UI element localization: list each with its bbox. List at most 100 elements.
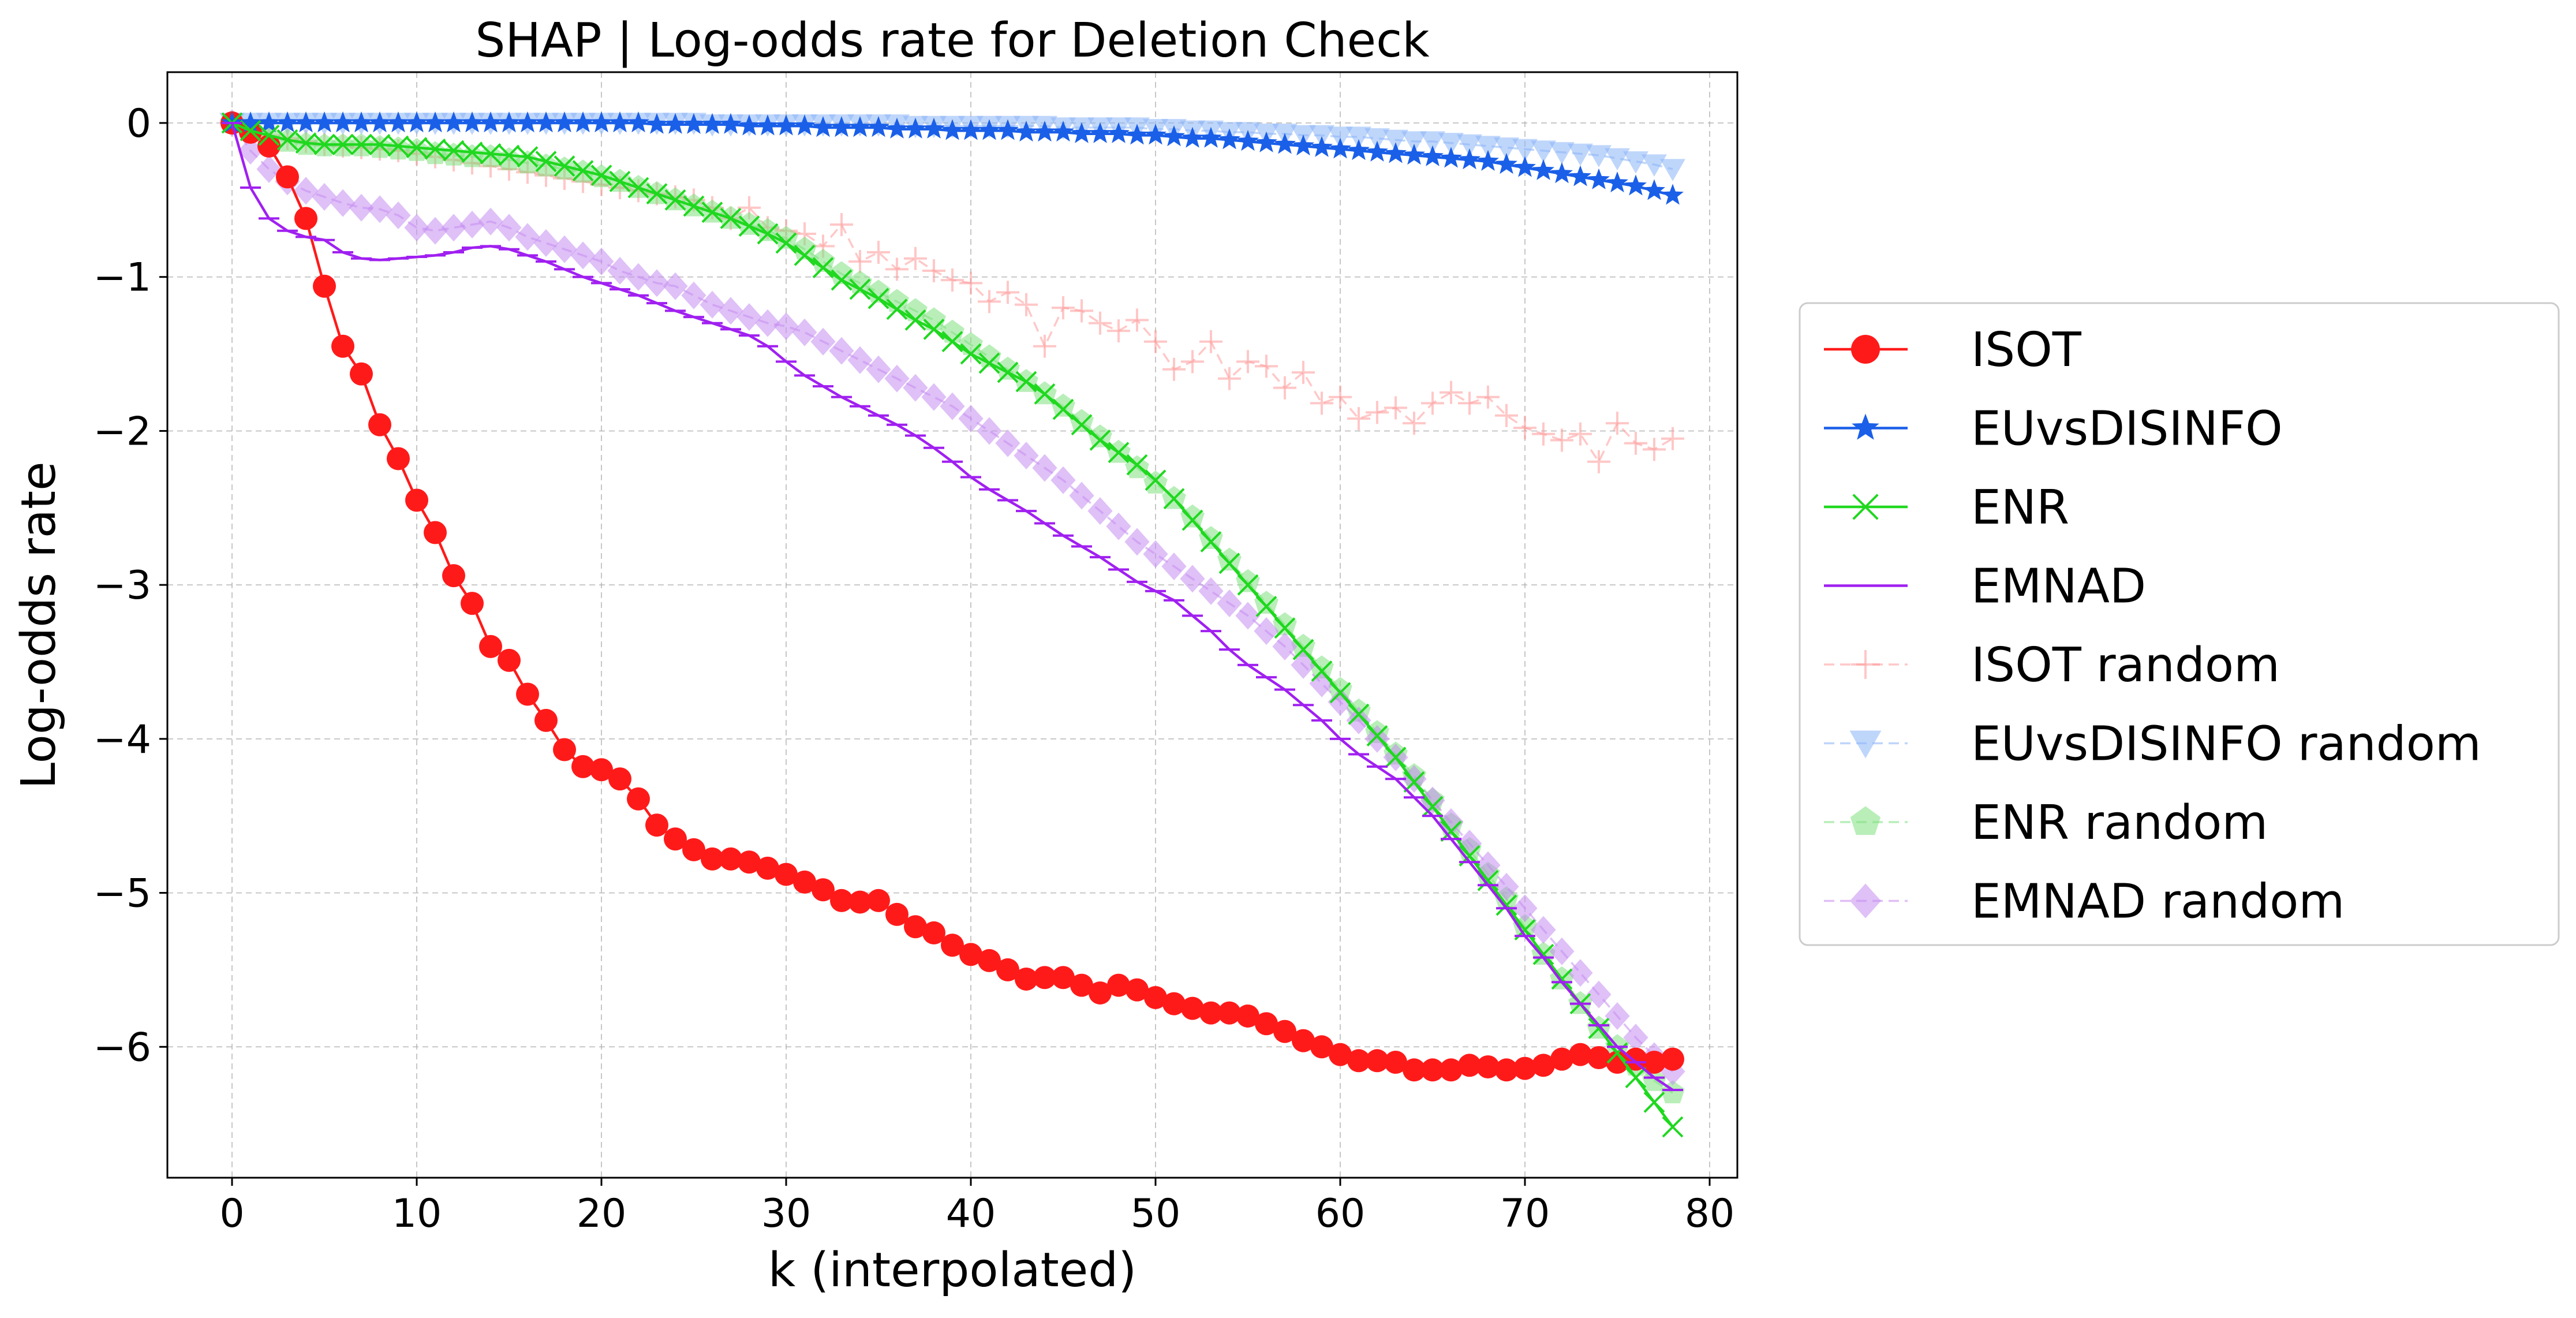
data-point-isot	[1236, 1004, 1259, 1028]
data-point-enr-stroke	[868, 288, 889, 309]
data-point-enr	[554, 155, 575, 177]
data-point-euvsdisinfo-random	[1549, 142, 1575, 165]
legend-item-euvsdisinfo: EUvsDISINFO	[1824, 402, 2283, 457]
data-point-isot-random	[1403, 412, 1426, 435]
data-point-euvsdisinfo	[1237, 130, 1259, 151]
data-point-euvsdisinfo	[683, 113, 705, 134]
data-point-euvsdisinfo	[240, 111, 261, 133]
data-point-enr	[886, 298, 908, 320]
data-point-isot	[922, 921, 945, 944]
data-point-emnad-random	[1106, 512, 1131, 540]
data-point-enr	[1311, 660, 1333, 682]
data-point-enr-stroke	[424, 138, 446, 160]
data-point-isot-random	[1162, 357, 1186, 381]
data-point-enr-stroke	[535, 151, 557, 173]
data-point-enr-stroke	[1034, 383, 1056, 405]
data-point-euvsdisinfo	[1145, 124, 1167, 145]
data-point-enr-stroke	[941, 331, 963, 353]
legend-item-isot: ISOT	[1824, 323, 2082, 378]
data-point-isot	[461, 592, 484, 615]
data-point-enr	[960, 343, 982, 365]
data-point-euvsdisinfo	[480, 111, 502, 133]
data-point-enr	[794, 244, 816, 266]
data-point-isot-random	[1236, 350, 1259, 374]
data-point-euvsdisinfo	[1403, 144, 1425, 165]
data-point-enr	[1532, 943, 1554, 965]
data-point-enr	[831, 269, 853, 291]
data-point-enr	[1329, 682, 1351, 704]
data-point-euvsdisinfo	[1385, 142, 1407, 163]
data-point-enr-random	[1199, 526, 1223, 549]
data-point-isot-random	[1532, 422, 1555, 446]
data-point-enr	[1034, 383, 1056, 405]
data-point-isot	[1643, 1050, 1666, 1074]
data-point-isot-random	[1199, 330, 1222, 353]
data-point-euvsdisinfo	[517, 111, 539, 133]
data-point-enr-stroke	[443, 140, 465, 162]
data-point-enr	[276, 129, 298, 151]
data-point-isot	[1513, 1056, 1536, 1080]
data-point-isot	[848, 890, 872, 914]
y-tick-label: 0	[126, 101, 151, 147]
data-point-enr-random	[774, 226, 798, 249]
data-point-enr	[1274, 617, 1296, 639]
data-point-isot-random	[1513, 416, 1536, 440]
data-point-enr-stroke	[664, 189, 686, 211]
data-point-isot-random	[848, 250, 872, 274]
data-point-euvsdisinfo	[387, 111, 409, 133]
data-point-enr-random	[996, 356, 1020, 380]
axes-frame	[166, 71, 1738, 1179]
data-point-enr-stroke	[1015, 371, 1037, 393]
data-point-emnad-random	[700, 290, 725, 319]
data-point-enr-stroke	[1237, 574, 1259, 596]
data-point-isot	[368, 413, 391, 436]
data-point-enr	[978, 352, 1000, 374]
legend-label: EMNAD random	[1971, 875, 2345, 929]
data-point-emnad-random	[1364, 725, 1390, 753]
data-point-euvsdisinfo-random	[1457, 134, 1482, 157]
data-point-euvsdisinfo	[1422, 145, 1444, 166]
data-point-isot	[682, 838, 705, 861]
data-point-emnad-random	[1143, 540, 1168, 568]
data-point-isot-random	[1107, 319, 1130, 343]
data-point-enr	[849, 278, 871, 300]
data-point-enr-stroke	[1643, 1091, 1665, 1113]
data-point-euvsdisinfo	[1034, 121, 1056, 142]
data-point-enr	[1403, 771, 1425, 793]
data-point-isot-random	[1624, 431, 1647, 455]
data-point-enr	[1145, 469, 1167, 491]
data-point-enr	[1089, 430, 1111, 451]
data-point-isot-random	[978, 290, 1001, 313]
data-point-enr-stroke	[258, 124, 280, 146]
data-point-enr-stroke	[831, 269, 853, 291]
data-point-isot	[608, 767, 631, 791]
data-point-enr	[1477, 869, 1499, 891]
data-point-isot	[1255, 1012, 1278, 1036]
data-point-emnad-random	[1161, 552, 1187, 581]
data-point-isot	[350, 362, 373, 386]
data-point-emnad-random	[810, 327, 836, 356]
data-point-euvsdisinfo	[609, 111, 631, 133]
data-point-isot-random	[1329, 385, 1352, 409]
data-point-enr-stroke	[1071, 414, 1093, 436]
legend-label: ENR random	[1971, 796, 2268, 850]
data-point-euvsdisinfo	[960, 119, 982, 140]
legend-item-isot-random: ISOT random	[1824, 638, 2280, 693]
data-point-enr	[941, 331, 963, 353]
data-point-enr-stroke	[1089, 430, 1111, 451]
data-point-enr	[369, 133, 391, 155]
data-point-enr-stroke	[1182, 509, 1203, 531]
data-point-emnad-random	[349, 193, 374, 222]
series-enr	[221, 112, 1684, 1138]
data-point-enr	[1422, 796, 1444, 817]
data-point-isot	[516, 682, 539, 706]
legend-marker	[1851, 335, 1880, 364]
data-point-emnad-random	[1531, 916, 1556, 944]
legend-item-emnad-random: EMNAD random	[1824, 875, 2345, 929]
data-point-enr-stroke	[997, 361, 1019, 383]
data-point-isot-random	[885, 257, 908, 281]
data-point-enr-random	[1310, 655, 1334, 678]
data-point-isot	[1569, 1043, 1592, 1066]
data-point-isot	[775, 863, 798, 886]
data-point-euvsdisinfo	[627, 111, 649, 133]
